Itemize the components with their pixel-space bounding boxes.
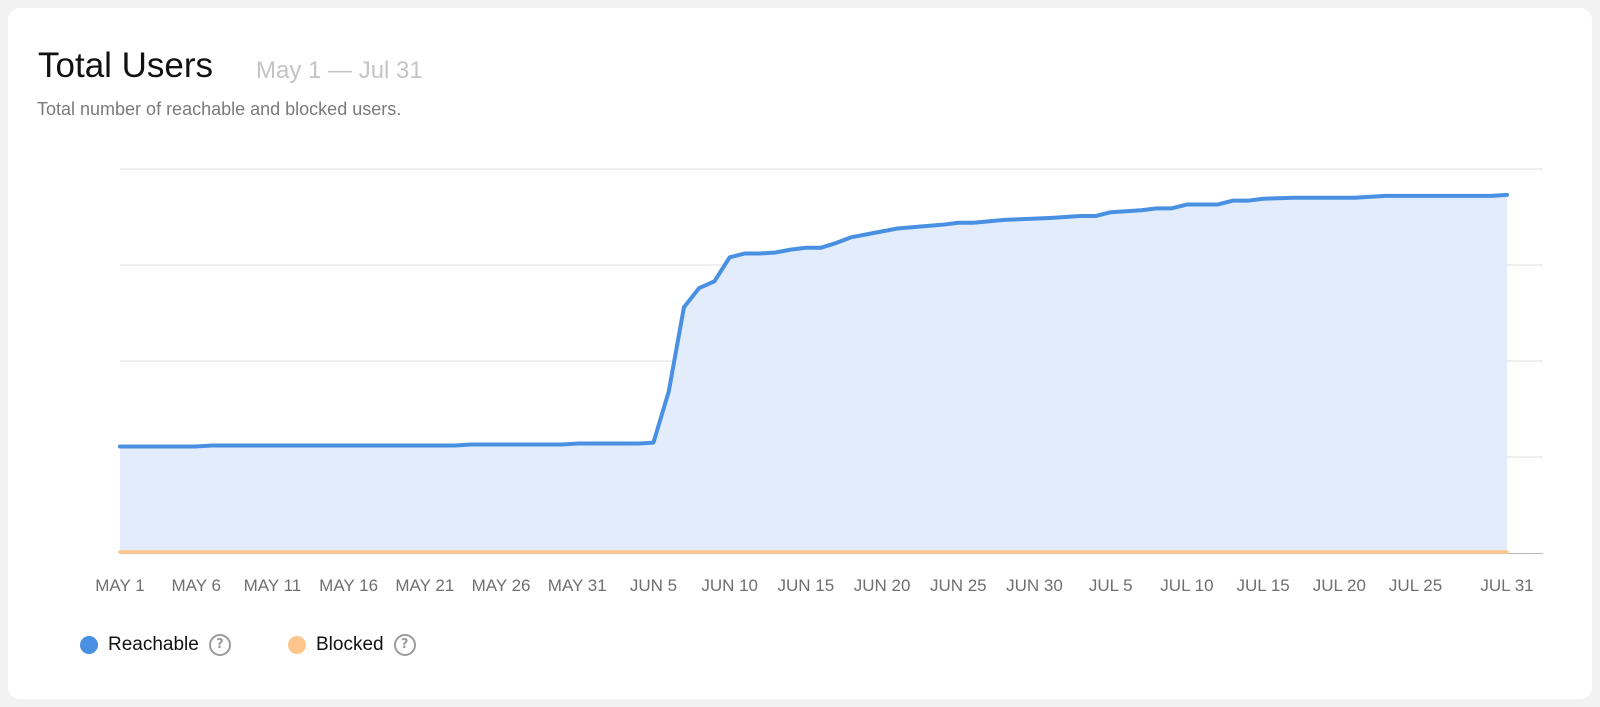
area-layer [120, 194, 1507, 554]
x-tick-label: MAY 6 [171, 576, 220, 595]
line-layer [118, 192, 1509, 554]
reachable-series-line [118, 192, 1509, 449]
x-tick-label: JUL 5 [1089, 576, 1133, 595]
chart-title: Total Users [38, 46, 214, 85]
x-axis-ticks: MAY 1 MAY 6 MAY 11 MAY 16 MAY 21 MAY 26 MAY 31… [95, 576, 1533, 595]
date-range: May 1 — Jul 31 [256, 57, 423, 84]
x-tick-label: JUN 15 [778, 576, 835, 595]
x-tick-label: JUN 20 [854, 576, 911, 595]
x-tick-label: MAY 1 [95, 576, 144, 595]
reachable-area [120, 194, 1507, 554]
reachable-help-icon[interactable]: ? [208, 634, 231, 656]
x-tick-label: MAY 21 [395, 576, 454, 595]
x-tick-label: JUL 10 [1160, 576, 1213, 595]
blocked-help-icon[interactable]: ? [393, 634, 416, 656]
x-tick-label: MAY 11 [244, 576, 302, 595]
blocked-swatch [288, 636, 306, 654]
x-tick-label: MAY 16 [319, 576, 378, 595]
x-tick-label: JUL 25 [1389, 576, 1442, 595]
x-tick-label: JUL 20 [1313, 576, 1366, 595]
x-tick-label: JUL 15 [1237, 576, 1290, 595]
x-tick-label: JUN 10 [701, 576, 758, 595]
legend-item-blocked[interactable]: Blocked ? [288, 631, 416, 659]
x-tick-label: JUN 25 [930, 576, 987, 595]
x-tick-label: JUN 30 [1006, 576, 1063, 595]
x-tick-label: JUN 5 [630, 576, 677, 595]
x-tick-label: MAY 31 [548, 576, 607, 595]
x-tick-label: MAY 26 [472, 576, 531, 595]
reachable-swatch [80, 636, 98, 654]
legend-label-blocked: Blocked [316, 634, 384, 655]
legend-item-reachable[interactable]: Reachable ? [80, 631, 231, 659]
legend-label-reachable: Reachable [108, 634, 199, 655]
x-tick-label: JUL 31 [1480, 576, 1533, 595]
chart-subtitle: Total number of reachable and blocked us… [37, 99, 402, 119]
